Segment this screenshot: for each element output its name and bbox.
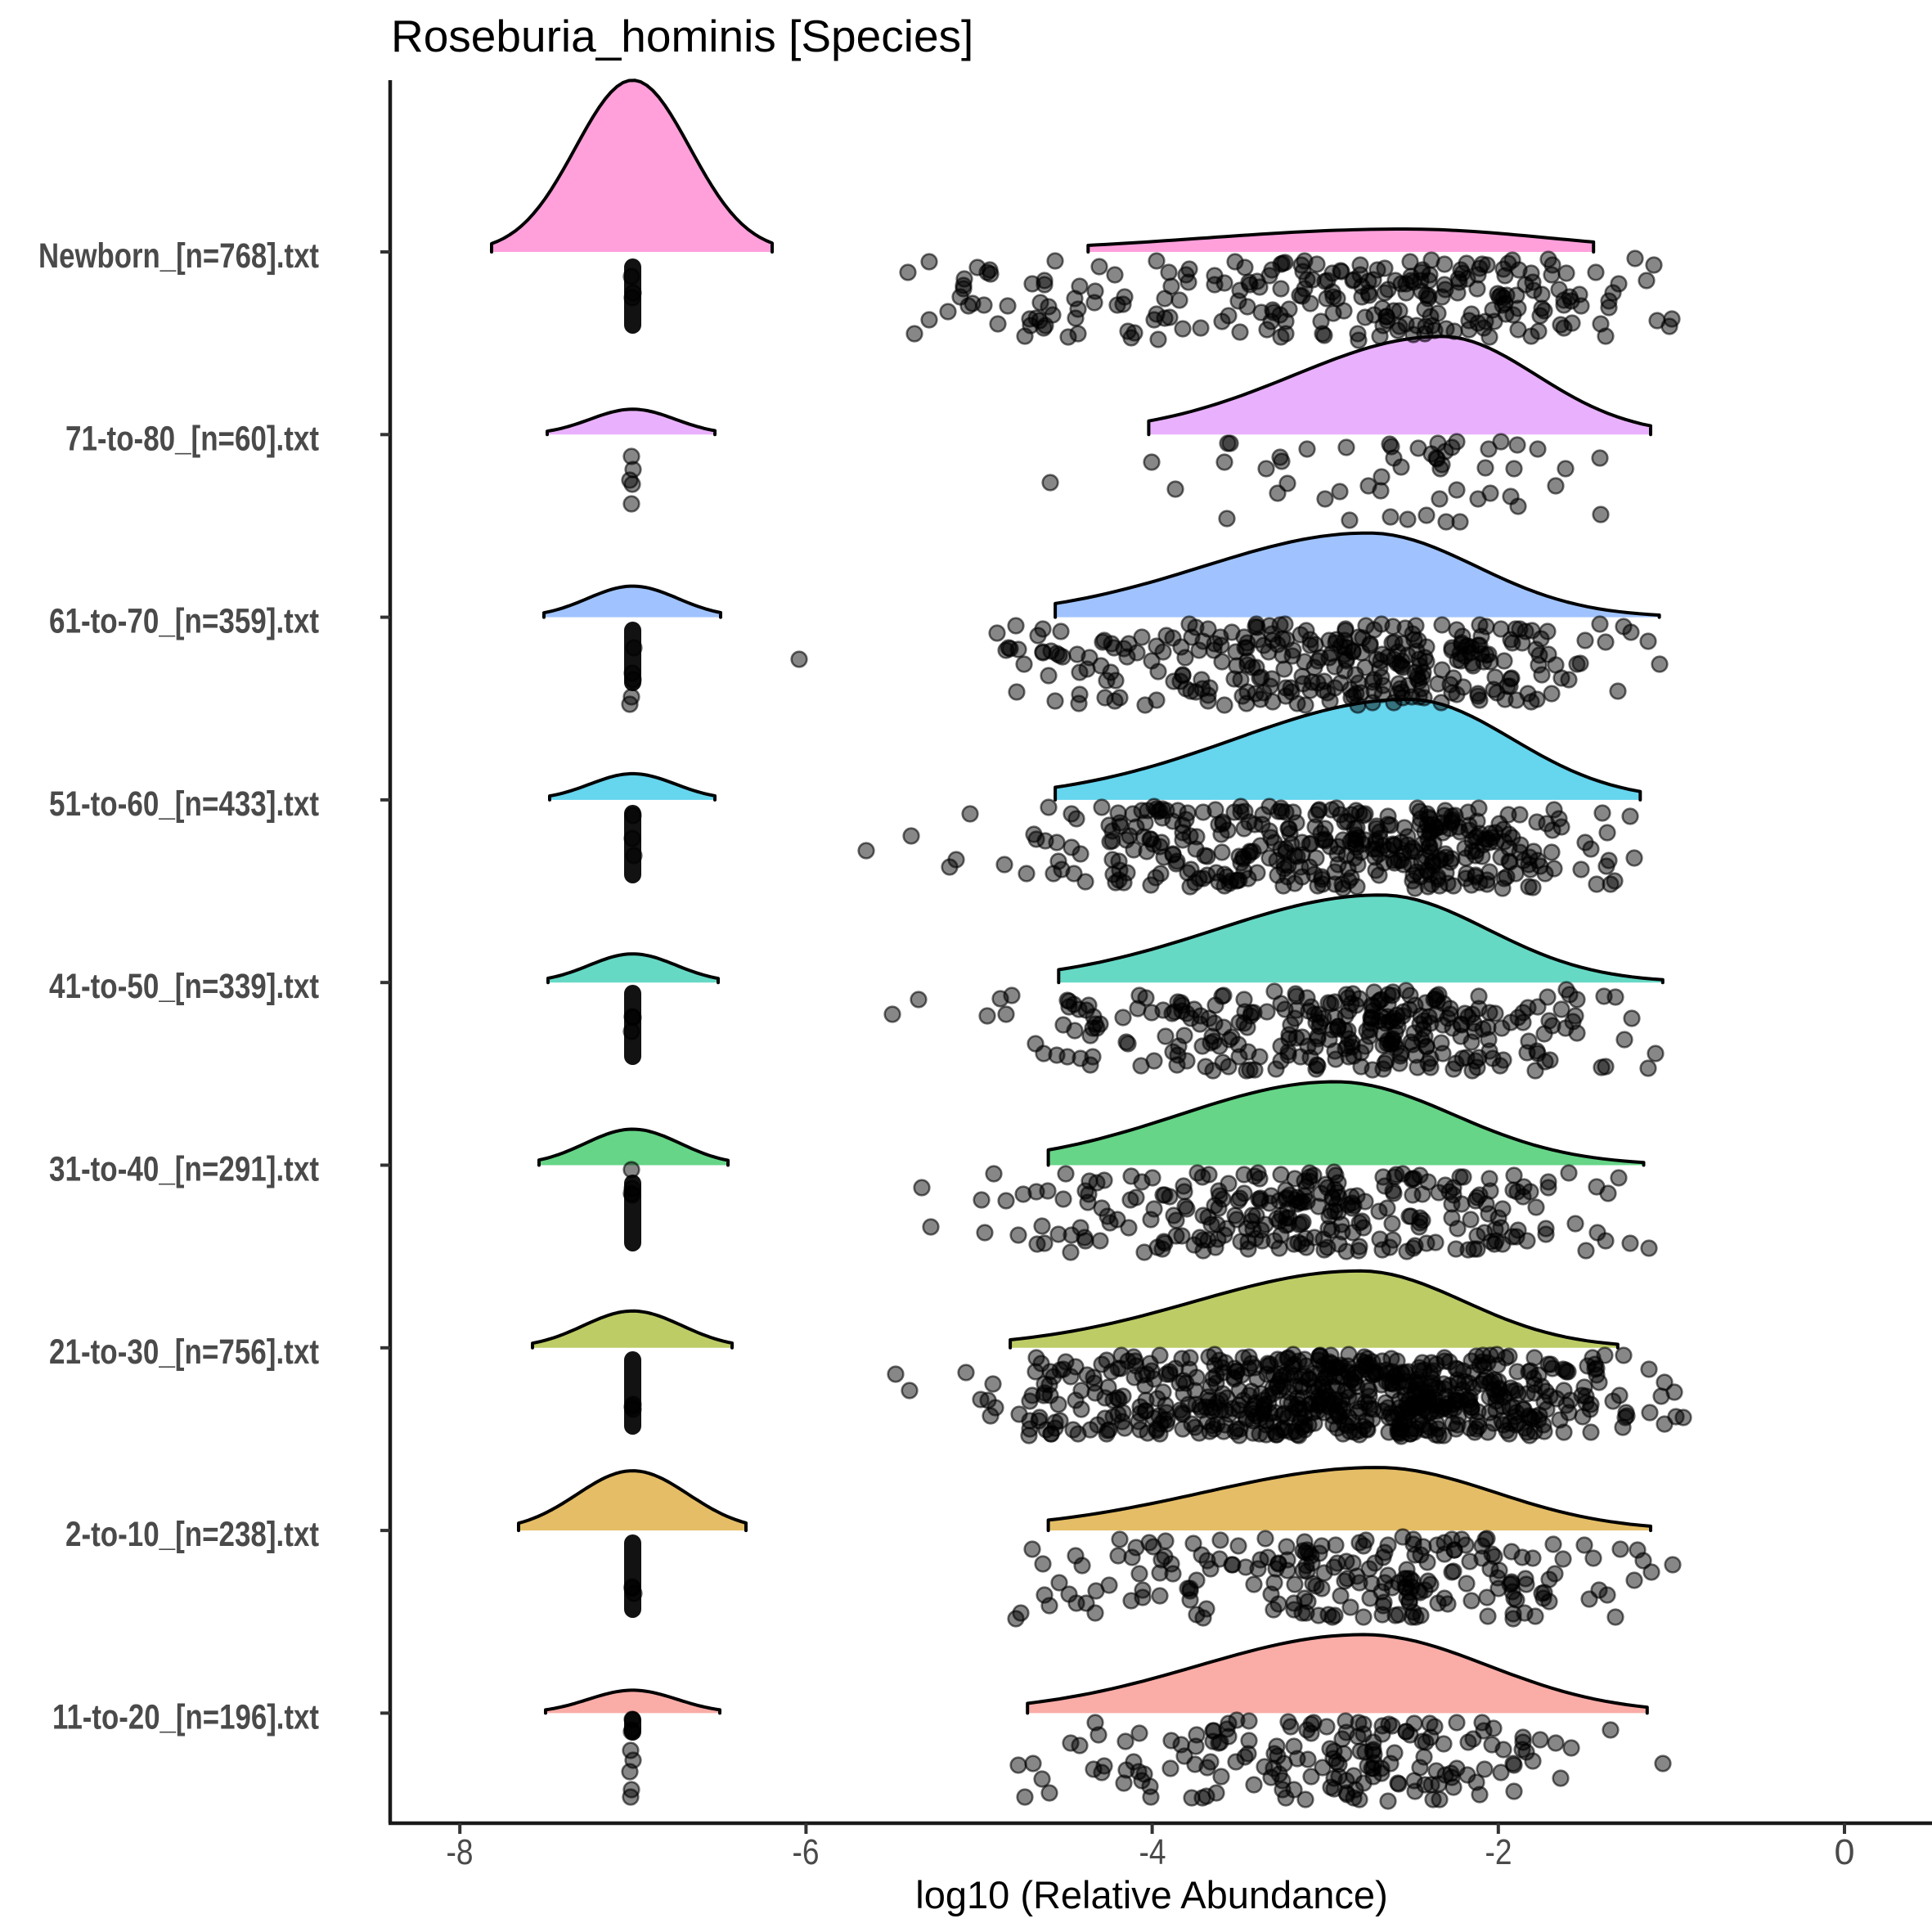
svg-text:-6: -6 [793, 1832, 820, 1872]
svg-text:61-to-70_[n=359].txt: 61-to-70_[n=359].txt [49, 602, 319, 641]
svg-text:Roseburia_hominis [Species]: Roseburia_hominis [Species] [391, 11, 973, 61]
svg-text:-4: -4 [1139, 1832, 1166, 1872]
svg-text:-8: -8 [447, 1832, 474, 1872]
svg-text:31-to-40_[n=291].txt: 31-to-40_[n=291].txt [49, 1150, 319, 1189]
svg-text:-2: -2 [1485, 1832, 1512, 1872]
svg-text:2-to-10_[n=238].txt: 2-to-10_[n=238].txt [65, 1515, 319, 1554]
svg-text:11-to-20_[n=196].txt: 11-to-20_[n=196].txt [52, 1697, 319, 1737]
svg-text:21-to-30_[n=756].txt: 21-to-30_[n=756].txt [49, 1332, 319, 1372]
svg-text:Newborn_[n=768].txt: Newborn_[n=768].txt [38, 236, 319, 276]
svg-text:71-to-80_[n=60].txt: 71-to-80_[n=60].txt [65, 419, 319, 458]
svg-text:0: 0 [1835, 1832, 1855, 1872]
svg-text:51-to-60_[n=433].txt: 51-to-60_[n=433].txt [49, 784, 319, 824]
svg-text:41-to-50_[n=339].txt: 41-to-50_[n=339].txt [49, 967, 319, 1006]
svg-text:log10 (Relative Abundance): log10 (Relative Abundance) [915, 1873, 1387, 1916]
